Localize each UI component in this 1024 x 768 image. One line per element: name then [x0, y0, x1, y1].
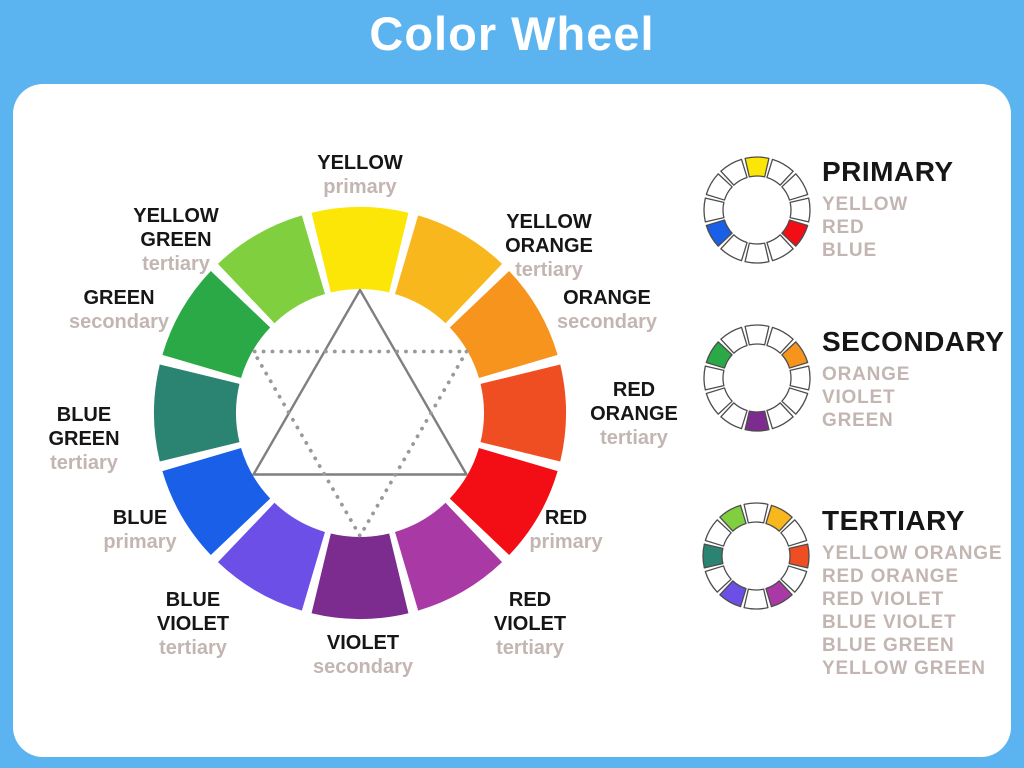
legend-item-yellow: YELLOW	[822, 194, 909, 215]
legend-list-primary: YELLOW RED BLUE	[822, 193, 1024, 262]
legend-block-tertiary: TERTIARY YELLOW ORANGE RED ORANGE RED VIOL…	[822, 505, 1024, 680]
legend-list-secondary: ORANGE VIOLET GREEN	[822, 363, 1024, 432]
wheel-label-red-orange: RED ORANGE tertiary	[590, 378, 678, 450]
wheel-label-name: GREEN	[83, 287, 155, 309]
wheel-label-yellow: YELLOW primary	[317, 151, 403, 199]
legend-title-secondary: SECONDARY	[822, 326, 1005, 357]
wheel-label-name: VIOLET	[326, 632, 400, 654]
wheel-label-name: RED	[544, 507, 588, 529]
legend-title-primary: PRIMARY	[822, 156, 954, 187]
wheel-label-name: BLUE	[112, 507, 168, 529]
legend-item-yellow-orange: YELLOW ORANGE	[822, 543, 1003, 564]
legend-item-red-orange: RED ORANGE	[822, 566, 959, 587]
legend-item-violet: VIOLET	[822, 387, 896, 408]
legend-item-red: RED	[822, 217, 865, 238]
wheel-label-name: BLUE VIOLET	[156, 589, 230, 635]
wheel-label-name: YELLOW ORANGE	[505, 211, 593, 257]
legend-item-blue-green: BLUE GREEN	[822, 635, 955, 656]
wheel-label-name: RED VIOLET	[493, 589, 567, 635]
wheel-label-red-violet: RED VIOLET tertiary	[494, 588, 566, 660]
legend-item-yellow-green: YELLOW GREEN	[822, 658, 986, 679]
header: Color Wheel	[0, 0, 1024, 84]
wheel-label-type: tertiary	[515, 259, 583, 281]
wheel-label-name: RED ORANGE	[590, 379, 678, 425]
wheel-label-blue-green: BLUE GREEN tertiary	[48, 403, 119, 475]
legend-list-tertiary: YELLOW ORANGE RED ORANGE RED VIOLET BLUE VI…	[822, 542, 1024, 680]
wheel-label-type: tertiary	[159, 637, 227, 659]
wheel-label-type: secondary	[68, 311, 170, 333]
wheel-label-violet: VIOLET secondary	[313, 631, 413, 679]
wheel-label-blue-violet: BLUE VIOLET tertiary	[157, 588, 229, 660]
legend-item-blue-violet: BLUE VIOLET	[822, 612, 957, 633]
wheel-label-name: BLUE GREEN	[48, 404, 120, 450]
wheel-label-blue: BLUE primary	[103, 506, 176, 554]
wheel-label-name: YELLOW	[317, 152, 403, 174]
wheel-label-type: secondary	[312, 656, 414, 678]
wheel-label-yellow-green: YELLOW GREEN tertiary	[133, 204, 219, 276]
page-title: Color Wheel	[369, 7, 655, 60]
wheel-label-name: YELLOW GREEN	[133, 205, 219, 251]
wheel-label-type: primary	[103, 531, 177, 553]
wheel-label-green: GREEN secondary	[69, 286, 169, 334]
wheel-label-type: tertiary	[600, 427, 668, 449]
wheel-label-type: primary	[529, 531, 603, 553]
wheel-label-yellow-orange: YELLOW ORANGE tertiary	[505, 210, 593, 282]
wheel-label-orange: ORANGE secondary	[557, 286, 657, 334]
legend-item-blue: BLUE	[822, 240, 877, 261]
legend-block-primary: PRIMARY YELLOW RED BLUE	[822, 156, 1024, 262]
legend-item-orange: ORANGE	[822, 364, 911, 385]
wheel-label-type: secondary	[556, 311, 658, 333]
wheel-label-type: primary	[323, 176, 397, 198]
legend-block-secondary: SECONDARY ORANGE VIOLET GREEN	[822, 326, 1024, 432]
wheel-label-type: tertiary	[50, 452, 118, 474]
legend-title-tertiary: TERTIARY	[822, 505, 965, 536]
legend-item-red-violet: RED VIOLET	[822, 589, 945, 610]
wheel-label-type: tertiary	[142, 253, 210, 275]
wheel-label-type: tertiary	[496, 637, 564, 659]
wheel-label-name: ORANGE	[563, 287, 651, 309]
wheel-label-red: RED primary	[529, 506, 602, 554]
legend-item-green: GREEN	[822, 410, 894, 431]
